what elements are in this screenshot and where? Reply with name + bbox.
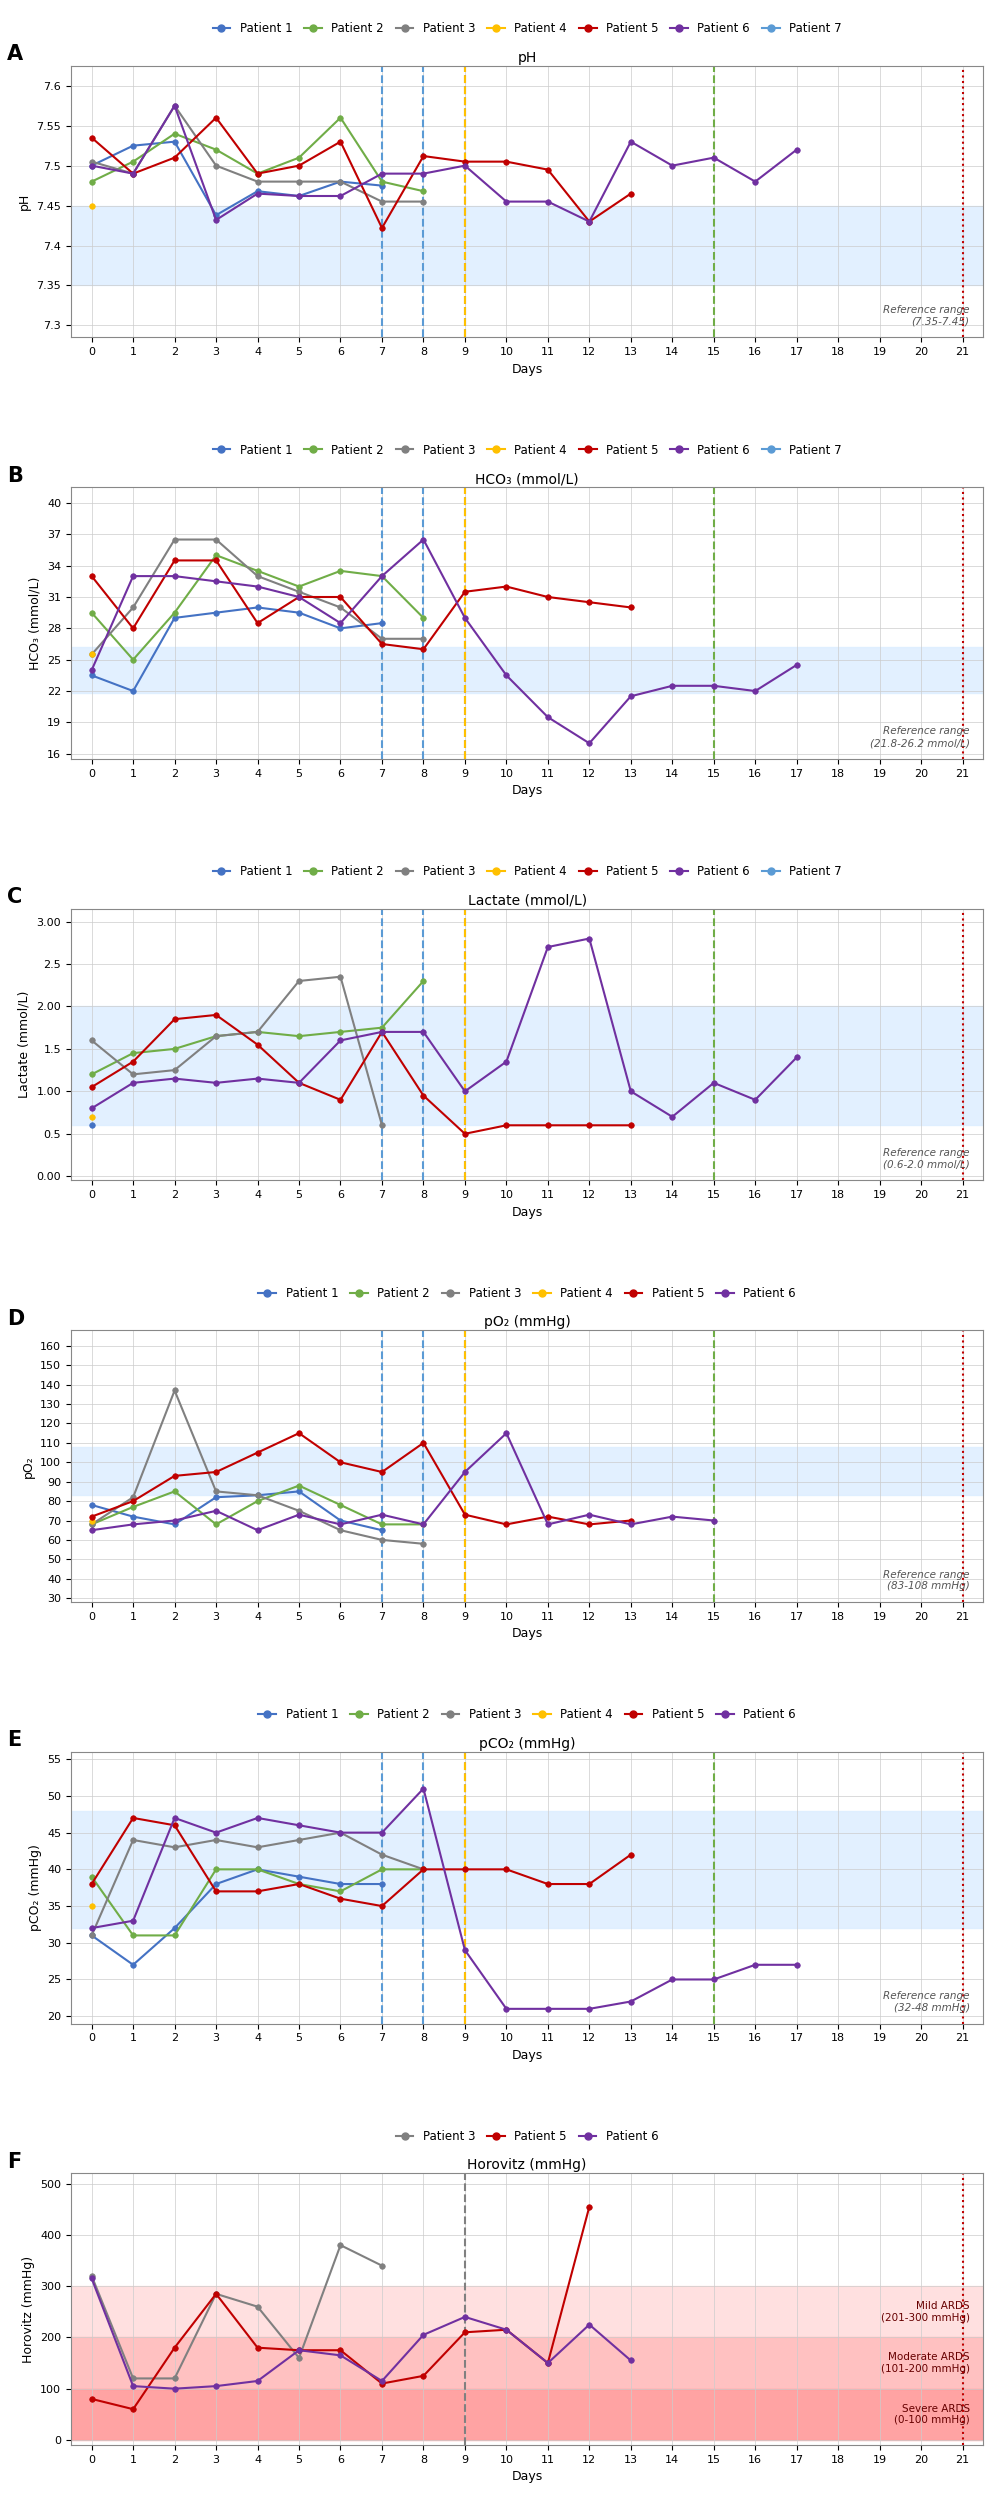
Title: pH: pH xyxy=(518,50,537,65)
Title: pO₂ (mmHg): pO₂ (mmHg) xyxy=(484,1315,570,1330)
Title: pCO₂ (mmHg): pCO₂ (mmHg) xyxy=(479,1737,575,1750)
Text: A: A xyxy=(7,45,23,65)
Bar xyxy=(71,648,983,692)
Y-axis label: HCO₃ (mmol/L): HCO₃ (mmol/L) xyxy=(28,578,41,670)
X-axis label: Days: Days xyxy=(512,2050,543,2062)
Y-axis label: Horovitz (mmHg): Horovitz (mmHg) xyxy=(22,2255,35,2362)
Text: Reference range
(83-108 mmHg): Reference range (83-108 mmHg) xyxy=(883,1570,970,1590)
Legend: Patient 1, Patient 2, Patient 3, Patient 4, Patient 5, Patient 6, Patient 7: Patient 1, Patient 2, Patient 3, Patient… xyxy=(208,440,846,462)
Text: D: D xyxy=(7,1308,24,1328)
Title: HCO₃ (mmol/L): HCO₃ (mmol/L) xyxy=(475,472,579,485)
Text: F: F xyxy=(7,2152,21,2172)
Legend: Patient 1, Patient 2, Patient 3, Patient 4, Patient 5, Patient 6, Patient 7: Patient 1, Patient 2, Patient 3, Patient… xyxy=(208,18,846,40)
Y-axis label: pH: pH xyxy=(18,192,31,210)
Legend: Patient 3, Patient 5, Patient 6: Patient 3, Patient 5, Patient 6 xyxy=(391,2125,663,2148)
Text: Mild ARDS
(201-300 mmHg): Mild ARDS (201-300 mmHg) xyxy=(881,2300,970,2322)
Bar xyxy=(71,205,983,285)
Y-axis label: pO₂: pO₂ xyxy=(22,1455,35,1478)
X-axis label: Days: Days xyxy=(512,362,543,375)
Y-axis label: pCO₂ (mmHg): pCO₂ (mmHg) xyxy=(29,1845,42,1930)
Text: C: C xyxy=(7,888,22,908)
Legend: Patient 1, Patient 2, Patient 3, Patient 4, Patient 5, Patient 6: Patient 1, Patient 2, Patient 3, Patient… xyxy=(254,1703,801,1725)
Bar xyxy=(71,1448,983,1495)
Legend: Patient 1, Patient 2, Patient 3, Patient 4, Patient 5, Patient 6, Patient 7: Patient 1, Patient 2, Patient 3, Patient… xyxy=(208,860,846,882)
Bar xyxy=(71,1810,983,1928)
Bar xyxy=(71,2285,983,2338)
Legend: Patient 1, Patient 2, Patient 3, Patient 4, Patient 5, Patient 6: Patient 1, Patient 2, Patient 3, Patient… xyxy=(254,1282,801,1305)
X-axis label: Days: Days xyxy=(512,785,543,798)
Text: E: E xyxy=(7,1730,21,1750)
Bar xyxy=(71,1008,983,1125)
Bar xyxy=(71,2388,983,2440)
X-axis label: Days: Days xyxy=(512,1205,543,1220)
Text: Reference range
(21.8-26.2 mmol/L): Reference range (21.8-26.2 mmol/L) xyxy=(870,728,970,748)
X-axis label: Days: Days xyxy=(512,2470,543,2482)
Title: Horovitz (mmHg): Horovitz (mmHg) xyxy=(467,2158,587,2172)
Text: B: B xyxy=(7,465,23,485)
Text: Reference range
(7.35-7.45): Reference range (7.35-7.45) xyxy=(883,305,970,328)
X-axis label: Days: Days xyxy=(512,1628,543,1640)
Text: Moderate ARDS
(101-200 mmHg): Moderate ARDS (101-200 mmHg) xyxy=(881,2352,970,2375)
Title: Lactate (mmol/L): Lactate (mmol/L) xyxy=(468,892,587,908)
Text: Reference range
(0.6-2.0 mmol/L): Reference range (0.6-2.0 mmol/L) xyxy=(883,1148,970,1170)
Text: Severe ARDS
(0-100 mmHg): Severe ARDS (0-100 mmHg) xyxy=(894,2402,970,2425)
Y-axis label: Lactate (mmol/L): Lactate (mmol/L) xyxy=(18,990,31,1098)
Text: Reference range
(32-48 mmHg): Reference range (32-48 mmHg) xyxy=(883,1990,970,2012)
Bar xyxy=(71,2338,983,2387)
